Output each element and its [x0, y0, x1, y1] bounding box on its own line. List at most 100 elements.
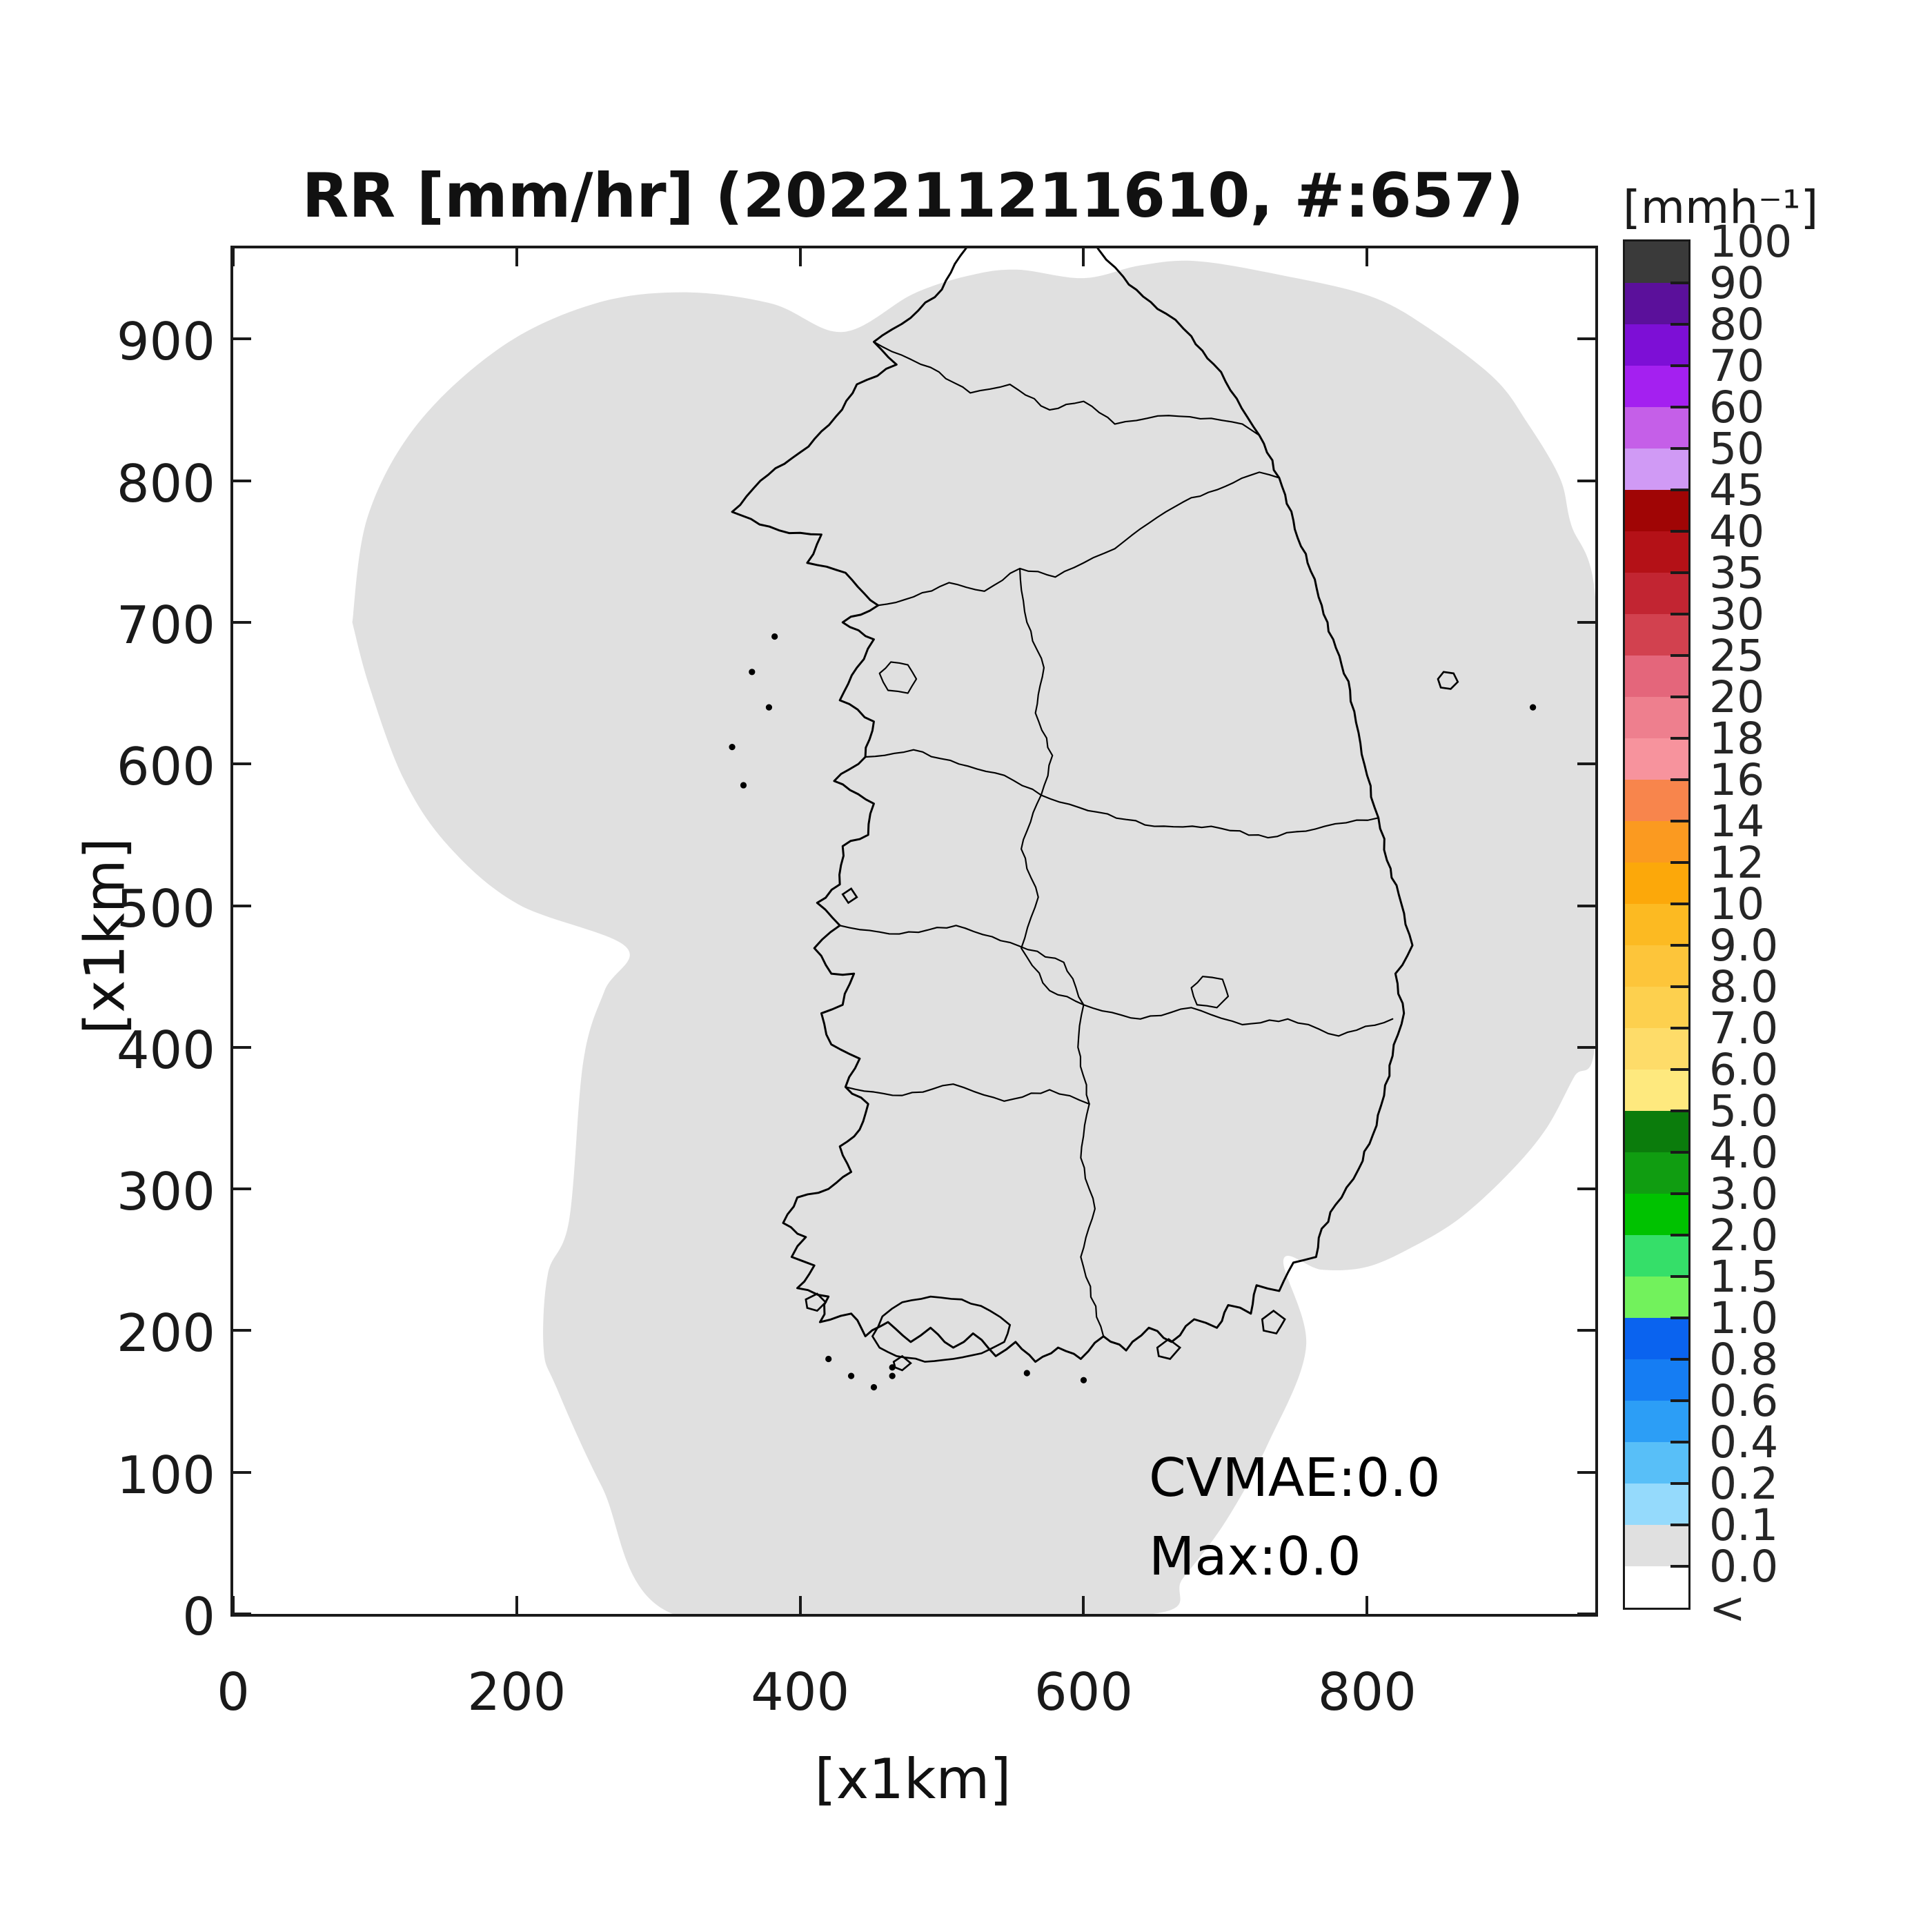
x-tick-bottom: [1082, 1596, 1085, 1614]
x-tick-bottom: [798, 1596, 802, 1614]
province-border: [1018, 567, 1054, 796]
small-island: [841, 887, 858, 905]
colorbar-tick-label: 100: [1709, 217, 1793, 267]
colorbar-tick-label: 20: [1709, 672, 1765, 722]
island-group: [729, 633, 1537, 1391]
colorbar-tick: [1670, 654, 1688, 657]
y-tick-label: 500: [116, 878, 215, 939]
colorbar-tick-label: 8.0: [1709, 962, 1779, 1012]
colorbar-block: [1625, 1111, 1688, 1152]
coastline-group: [731, 248, 1414, 1363]
y-tick-right: [1577, 1470, 1595, 1474]
colorbar-tick: [1670, 737, 1688, 740]
province-border: [845, 1083, 1090, 1105]
colorbar-tick: [1670, 985, 1688, 988]
islet-dot: [765, 704, 773, 711]
x-tick-top: [232, 248, 235, 266]
plot-area: [230, 246, 1598, 1617]
province-border: [1040, 794, 1379, 839]
y-tick-right: [1577, 1329, 1595, 1332]
colorbar-block: [1625, 1152, 1688, 1194]
colorbar-tick: [1670, 1524, 1688, 1526]
colorbar-tick-label: 25: [1709, 631, 1765, 681]
colorbar-block: [1625, 1235, 1688, 1276]
plot-title: RR [mm/hr] (202211211610, #:657): [302, 160, 1524, 231]
colorbar-tick: [1670, 1192, 1688, 1195]
colorbar-unit-label: [mmh⁻¹]: [1623, 181, 1819, 234]
islet-dot: [749, 669, 756, 676]
x-tick-top: [515, 248, 518, 266]
colorbar-block: [1625, 1525, 1688, 1566]
small-island: [1261, 1310, 1286, 1335]
x-tick-label: 200: [467, 1662, 566, 1722]
jeju-island: [871, 1295, 1012, 1363]
x-tick-top: [798, 248, 802, 266]
colorbar-block: [1625, 1483, 1688, 1525]
colorbar-block: [1625, 1276, 1688, 1318]
y-tick-label: 200: [116, 1303, 215, 1364]
max-annotation: Max:0.0: [1149, 1526, 1361, 1588]
colorbar-tick-label: 80: [1709, 299, 1765, 350]
coastline-path: [731, 248, 1414, 1363]
colorbar-tick-label: 45: [1709, 465, 1765, 515]
colorbar-block: [1625, 1070, 1688, 1111]
colorbar-tick-label: 0.0: [1709, 1541, 1779, 1592]
colorbar-tick-label: 40: [1709, 506, 1765, 557]
y-tick-left: [233, 1470, 251, 1474]
colorbar-tick: [1670, 1441, 1688, 1443]
ulleungdo-island: [1437, 671, 1459, 690]
small-island: [805, 1292, 827, 1312]
colorbar-tick: [1670, 1358, 1688, 1361]
colorbar-tick-label: 4.0: [1709, 1127, 1779, 1178]
colorbar-tick-label: 50: [1709, 424, 1765, 474]
colorbar-tick: [1670, 1110, 1688, 1112]
colorbar-tick-label: 14: [1709, 796, 1765, 847]
x-axis-label: [x1km]: [814, 1747, 1012, 1811]
colorbar-tick-label: 1.0: [1709, 1293, 1779, 1343]
colorbar-tick-label: 10: [1709, 879, 1765, 929]
small-island: [1156, 1338, 1182, 1360]
y-tick-label: 700: [116, 594, 215, 656]
colorbar-block: [1625, 862, 1688, 904]
x-tick-label: 800: [1317, 1662, 1417, 1722]
x-tick-top: [1082, 248, 1085, 266]
y-tick-right: [1577, 1187, 1595, 1191]
colorbar-tick: [1670, 1565, 1688, 1568]
islet-dot: [1529, 704, 1537, 711]
y-tick-left: [233, 1045, 251, 1049]
y-tick-left: [233, 1329, 251, 1332]
colorbar-tick: [1670, 406, 1688, 408]
colorbar-tick: [1670, 696, 1688, 698]
colorbar-tick: [1670, 903, 1688, 905]
islet-dot: [889, 1372, 896, 1379]
colorbar-tick-label: 30: [1709, 589, 1765, 640]
colorbar-block: [1625, 448, 1688, 490]
colorbar-block: [1625, 1359, 1688, 1401]
colorbar-block: [1625, 697, 1688, 738]
colorbar-block: [1625, 241, 1688, 283]
islet-dot: [870, 1383, 878, 1391]
colorbar-tick: [1670, 613, 1688, 615]
colorbar-tick: [1670, 282, 1688, 284]
y-tick-right: [1577, 337, 1595, 341]
islet-dot: [740, 782, 747, 789]
colorbar-block: [1625, 821, 1688, 862]
islet-dot: [1080, 1377, 1087, 1383]
colorbar-tick-label: <: [1709, 1583, 1746, 1633]
radar-coverage-region: [352, 260, 1595, 1614]
colorbar-tick: [1670, 820, 1688, 822]
y-tick-right: [1577, 904, 1595, 907]
colorbar-block: [1625, 407, 1688, 448]
colorbar-block: [1625, 1442, 1688, 1483]
seoul-boundary: [878, 661, 918, 694]
islet-dot: [889, 1364, 896, 1371]
colorbar-tick: [1670, 323, 1688, 326]
colorbar-block: [1625, 987, 1688, 1028]
cvmae-annotation: CVMAE:0.0: [1149, 1448, 1441, 1509]
islet-dot: [847, 1372, 855, 1379]
colorbar-tick-label: 0.1: [1709, 1500, 1779, 1550]
province-border: [873, 341, 1261, 437]
province-border: [1080, 1103, 1105, 1337]
colorbar-tick: [1670, 447, 1688, 450]
colorbar-tick-label: 3.0: [1709, 1169, 1779, 1219]
